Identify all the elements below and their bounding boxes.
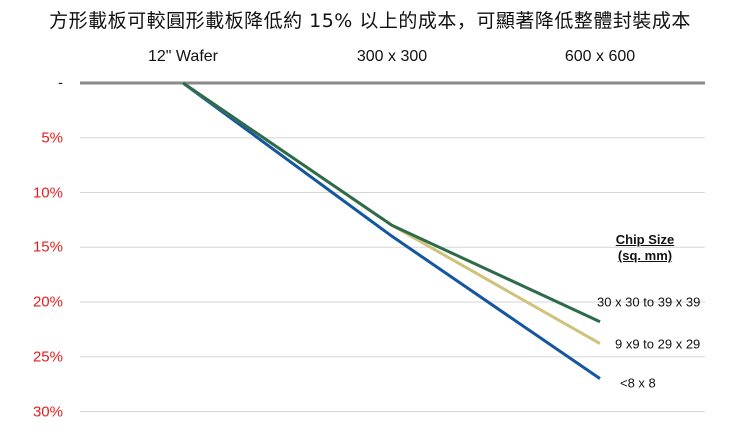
series-line — [182, 81, 601, 345]
y-tick-label: 15% — [32, 238, 63, 256]
y-tick-label: 25% — [32, 348, 63, 366]
legend-title: Chip Size (sq. mm) — [600, 232, 690, 264]
y-tick-label: 20% — [32, 293, 63, 311]
y-tick-label: 5% — [41, 129, 63, 147]
y-tick-label: 10% — [32, 184, 63, 201]
x-category-label: 600 x 600 — [564, 48, 636, 65]
series-label: 9 x9 to 29 x 29 — [615, 336, 701, 352]
series-line — [182, 81, 601, 380]
y-tick-label: 30% — [32, 403, 63, 420]
x-category-label: 300 x 300 — [356, 48, 428, 65]
y-tick-label: - — [58, 74, 63, 92]
series-line — [182, 81, 601, 324]
gridlines — [80, 81, 705, 412]
chart-title: 方形載板可較圓形載板降低約 15% 以上的成本，可顯著降低整體封裝成本 — [49, 10, 691, 32]
x-category-label: 12" Wafer — [148, 48, 218, 65]
legend-title-line2: (sq. mm) — [617, 248, 673, 263]
legend-title-line1: Chip Size — [615, 232, 675, 247]
series-label: <8 x 8 — [620, 375, 656, 391]
series-label: 30 x 30 to 39 x 39 — [597, 294, 701, 310]
series-lines — [182, 81, 601, 380]
